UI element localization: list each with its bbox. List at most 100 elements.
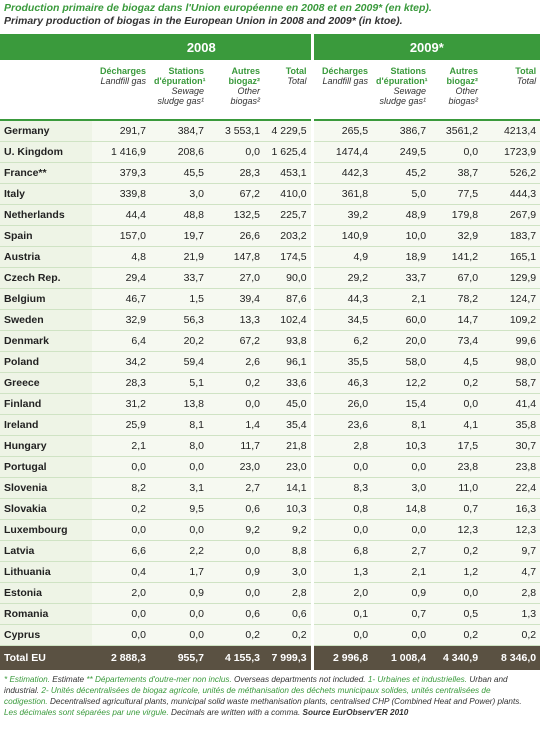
cell: 34,5 [310, 309, 373, 331]
row-label: Portugal [0, 456, 92, 478]
cell: 23,0 [208, 456, 264, 478]
cell: 3,0 [264, 561, 313, 583]
notes: * Estimation. Estimate ** Départements d… [0, 670, 540, 718]
cell: 33,7 [372, 267, 431, 289]
cell: 2,6 [208, 351, 264, 373]
note-segment: Overseas departments not included. [231, 675, 368, 684]
cell: 0,0 [310, 456, 373, 478]
cell: 1,3 [482, 603, 540, 625]
row-label: Sweden [0, 309, 92, 331]
cell: 9,5 [150, 498, 208, 520]
cell: 0,0 [150, 624, 208, 646]
cell: 29,2 [310, 267, 373, 289]
cell: 174,5 [264, 246, 313, 268]
cell: 0,2 [264, 624, 313, 646]
cell: 361,8 [310, 183, 373, 205]
cell: 99,6 [482, 330, 540, 352]
cell: 0,0 [92, 603, 150, 625]
cell: 1474,4 [310, 141, 373, 163]
cell: 4,7 [482, 561, 540, 583]
table-row: Finland 31,2 13,8 0,0 45,0 26,0 15,4 0,0 41,4 [0, 393, 540, 415]
cell: 291,7 [92, 120, 150, 142]
cell: 102,4 [264, 309, 313, 331]
cell: 208,6 [150, 141, 208, 163]
cell: 1,3 [310, 561, 373, 583]
cell: 14,7 [430, 309, 483, 331]
cell: 8,3 [310, 477, 373, 499]
cell: 35,4 [264, 414, 313, 436]
column-header-fr: Total [515, 66, 537, 76]
cell: 2,1 [372, 561, 431, 583]
note-segment: * Estimation. [4, 675, 50, 684]
cell: 23,6 [310, 414, 373, 436]
cell: 0,5 [430, 603, 483, 625]
cell: 526,2 [482, 162, 540, 184]
cell: 9,2 [208, 519, 264, 541]
table-row: Belgium 46,7 1,5 39,4 87,6 44,3 2,1 78,2 124,7 [0, 288, 540, 310]
cell: 0,0 [208, 141, 264, 163]
cell: 77,5 [430, 183, 483, 205]
cell: 0,6 [208, 498, 264, 520]
cell: 10,3 [264, 498, 313, 520]
cell: 1723,9 [482, 141, 540, 163]
cell: 2 888,3 [92, 645, 150, 670]
cell: 453,1 [264, 162, 313, 184]
cell: 0,9 [150, 582, 208, 604]
cell: 1 416,9 [92, 141, 150, 163]
cell: 165,1 [482, 246, 540, 268]
cell: 21,8 [264, 435, 313, 457]
row-label: Slovakia [0, 498, 92, 520]
cell: 67,2 [208, 330, 264, 352]
cell: 183,7 [482, 225, 540, 247]
row-label: Denmark [0, 330, 92, 352]
cell: 30,7 [482, 435, 540, 457]
cell: 4,9 [310, 246, 373, 268]
corner [0, 60, 92, 121]
cell: 90,0 [264, 267, 313, 289]
cell: 87,6 [264, 288, 313, 310]
cell: 10,3 [372, 435, 431, 457]
column-header-fr: Décharges [322, 66, 369, 76]
cell: 3,1 [150, 477, 208, 499]
cell: 26,0 [310, 393, 373, 415]
cell: 141,2 [430, 246, 483, 268]
cell: 132,5 [208, 204, 264, 226]
cell: 8,2 [92, 477, 150, 499]
title: Production primaire de biogaz dans l'Uni… [0, 0, 540, 34]
row-label: Ireland [0, 414, 92, 436]
cell: 45,2 [372, 162, 431, 184]
cell: 0,9 [208, 561, 264, 583]
table-row: Latvia 6,6 2,2 0,0 8,8 6,8 2,7 0,2 9,7 [0, 540, 540, 562]
row-label: Latvia [0, 540, 92, 562]
group-header-row: 2008 2009* [0, 34, 540, 60]
cell: 0,1 [310, 603, 373, 625]
cell: 4 340,9 [430, 645, 483, 670]
cell: 16,3 [482, 498, 540, 520]
cell: 7 999,3 [264, 645, 313, 670]
cell: 0,2 [430, 372, 483, 394]
table-row: Lithuania 0,4 1,7 0,9 3,0 1,3 2,1 1,2 4,7 [0, 561, 540, 583]
cell: 35,8 [482, 414, 540, 436]
cell: 9,7 [482, 540, 540, 562]
cell: 14,8 [372, 498, 431, 520]
table-row: Netherlands 44,4 48,8 132,5 225,7 39,2 48,9 179… [0, 204, 540, 226]
table-row: Sweden 32,9 56,3 13,3 102,4 34,5 60,0 14,7 109,2 [0, 309, 540, 331]
row-label: Italy [0, 183, 92, 205]
cell: 33,6 [264, 372, 313, 394]
column-header-row: Décharges Landfill gas Stations d'épuratio… [0, 60, 540, 121]
corner [0, 34, 92, 60]
column-header-fr: Total [285, 66, 307, 76]
cell: 67,0 [430, 267, 483, 289]
note-segment: Decentralised agricultural plants, munic… [47, 697, 522, 706]
cell: 21,9 [150, 246, 208, 268]
cell: 0,0 [92, 519, 150, 541]
row-label: Belgium [0, 288, 92, 310]
cell: 157,0 [92, 225, 150, 247]
cell: 339,8 [92, 183, 150, 205]
row-label: Luxembourg [0, 519, 92, 541]
note-segment: 2- Unités décentralisées de biogaz agric… [4, 686, 491, 706]
cell: 32,9 [430, 225, 483, 247]
cell: 0,0 [92, 624, 150, 646]
cell: 27,0 [208, 267, 264, 289]
column-header: Total Total [482, 60, 540, 121]
